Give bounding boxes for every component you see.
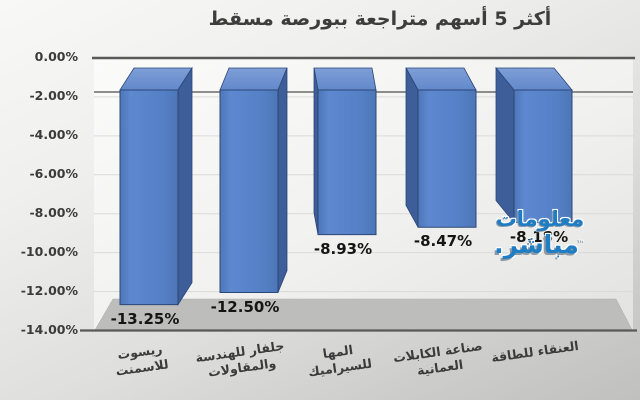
y-axis-tick-label: -8.00% <box>29 204 78 220</box>
bar-side-face <box>495 66 515 224</box>
bar-side-face <box>177 66 193 307</box>
y-axis-tick-label: -12.00% <box>20 282 78 298</box>
bar-value-label: -12.50% <box>210 297 280 316</box>
bar-front-face <box>119 89 179 306</box>
bar-front-face <box>417 89 477 228</box>
bar-side-face <box>277 67 288 293</box>
bar-value-label: -8.93% <box>313 239 373 258</box>
y-axis-tick-label: -14.00% <box>20 321 78 337</box>
y-axis-tick-label: -2.00% <box>29 87 78 103</box>
bar-front-face <box>513 89 573 224</box>
watermark-line2-text: مباشر. <box>494 230 579 259</box>
bar-value-label: -8.47% <box>413 232 473 251</box>
y-axis-tick-label: 0.00% <box>34 49 78 64</box>
bar-top-face <box>313 67 377 91</box>
mubasher-watermark: معلومات ™مباشر. <box>488 207 592 259</box>
bar-front-face <box>317 89 377 236</box>
y-axis-tick-label: -6.00% <box>29 165 78 181</box>
chart-title: أكثر 5 أسهم متراجعة ببورصة مسقط <box>208 8 552 30</box>
watermark-line1: معلومات <box>495 207 585 231</box>
y-axis-tick-label: -10.00% <box>20 243 78 259</box>
bar-side-face <box>405 67 419 228</box>
bar-value-label: -13.25% <box>110 309 180 328</box>
bar-top-face <box>219 67 288 91</box>
watermark-line2: ™مباشر. <box>488 231 592 258</box>
bar-value-label: -8.18% <box>509 227 569 246</box>
trademark-symbol: ™ <box>576 239 586 249</box>
bar-front-face <box>219 89 279 293</box>
bar-side-face <box>313 67 319 235</box>
y-axis-tick-label: -4.00% <box>29 126 78 142</box>
